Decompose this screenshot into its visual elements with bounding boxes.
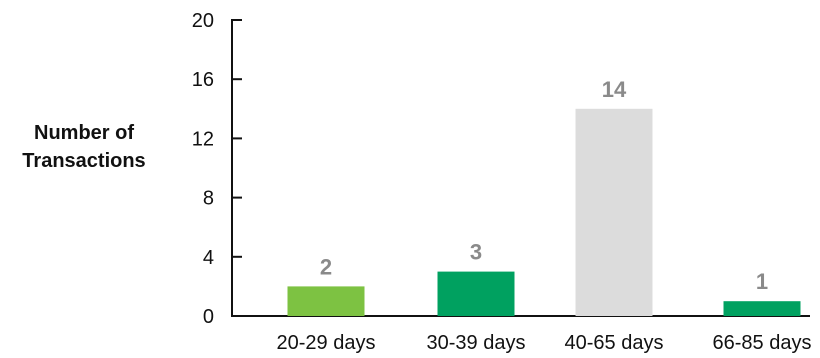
bar-value-label: 2 xyxy=(320,254,332,279)
bar-value-label: 14 xyxy=(602,77,627,102)
chart-marks: 0 4 8 12 16 20 2 20-29 days 3 30-39 days 14 40-65 d… xyxy=(192,10,812,354)
bar xyxy=(287,286,365,316)
y-axis-label-line-2: Transactions xyxy=(22,150,145,172)
y-tick-label: 4 xyxy=(203,247,214,269)
bar xyxy=(723,301,801,316)
y-tick-label: 12 xyxy=(192,128,214,150)
y-tick-label: 20 xyxy=(192,10,214,32)
x-category-label: 30-39 days xyxy=(427,332,526,354)
x-category-label: 20-29 days xyxy=(277,332,376,354)
y-tick-label: 0 xyxy=(203,306,214,328)
bar xyxy=(437,271,515,316)
x-category-label: 66-85 days xyxy=(713,332,812,354)
bar-value-label: 3 xyxy=(470,240,482,265)
bar-value-label: 1 xyxy=(756,269,768,294)
y-axis-label-line-1: Number of xyxy=(34,122,134,144)
x-category-label: 40-65 days xyxy=(565,332,664,354)
bar xyxy=(575,108,653,316)
y-tick-label: 8 xyxy=(203,188,214,210)
y-tick-label: 16 xyxy=(192,69,214,91)
